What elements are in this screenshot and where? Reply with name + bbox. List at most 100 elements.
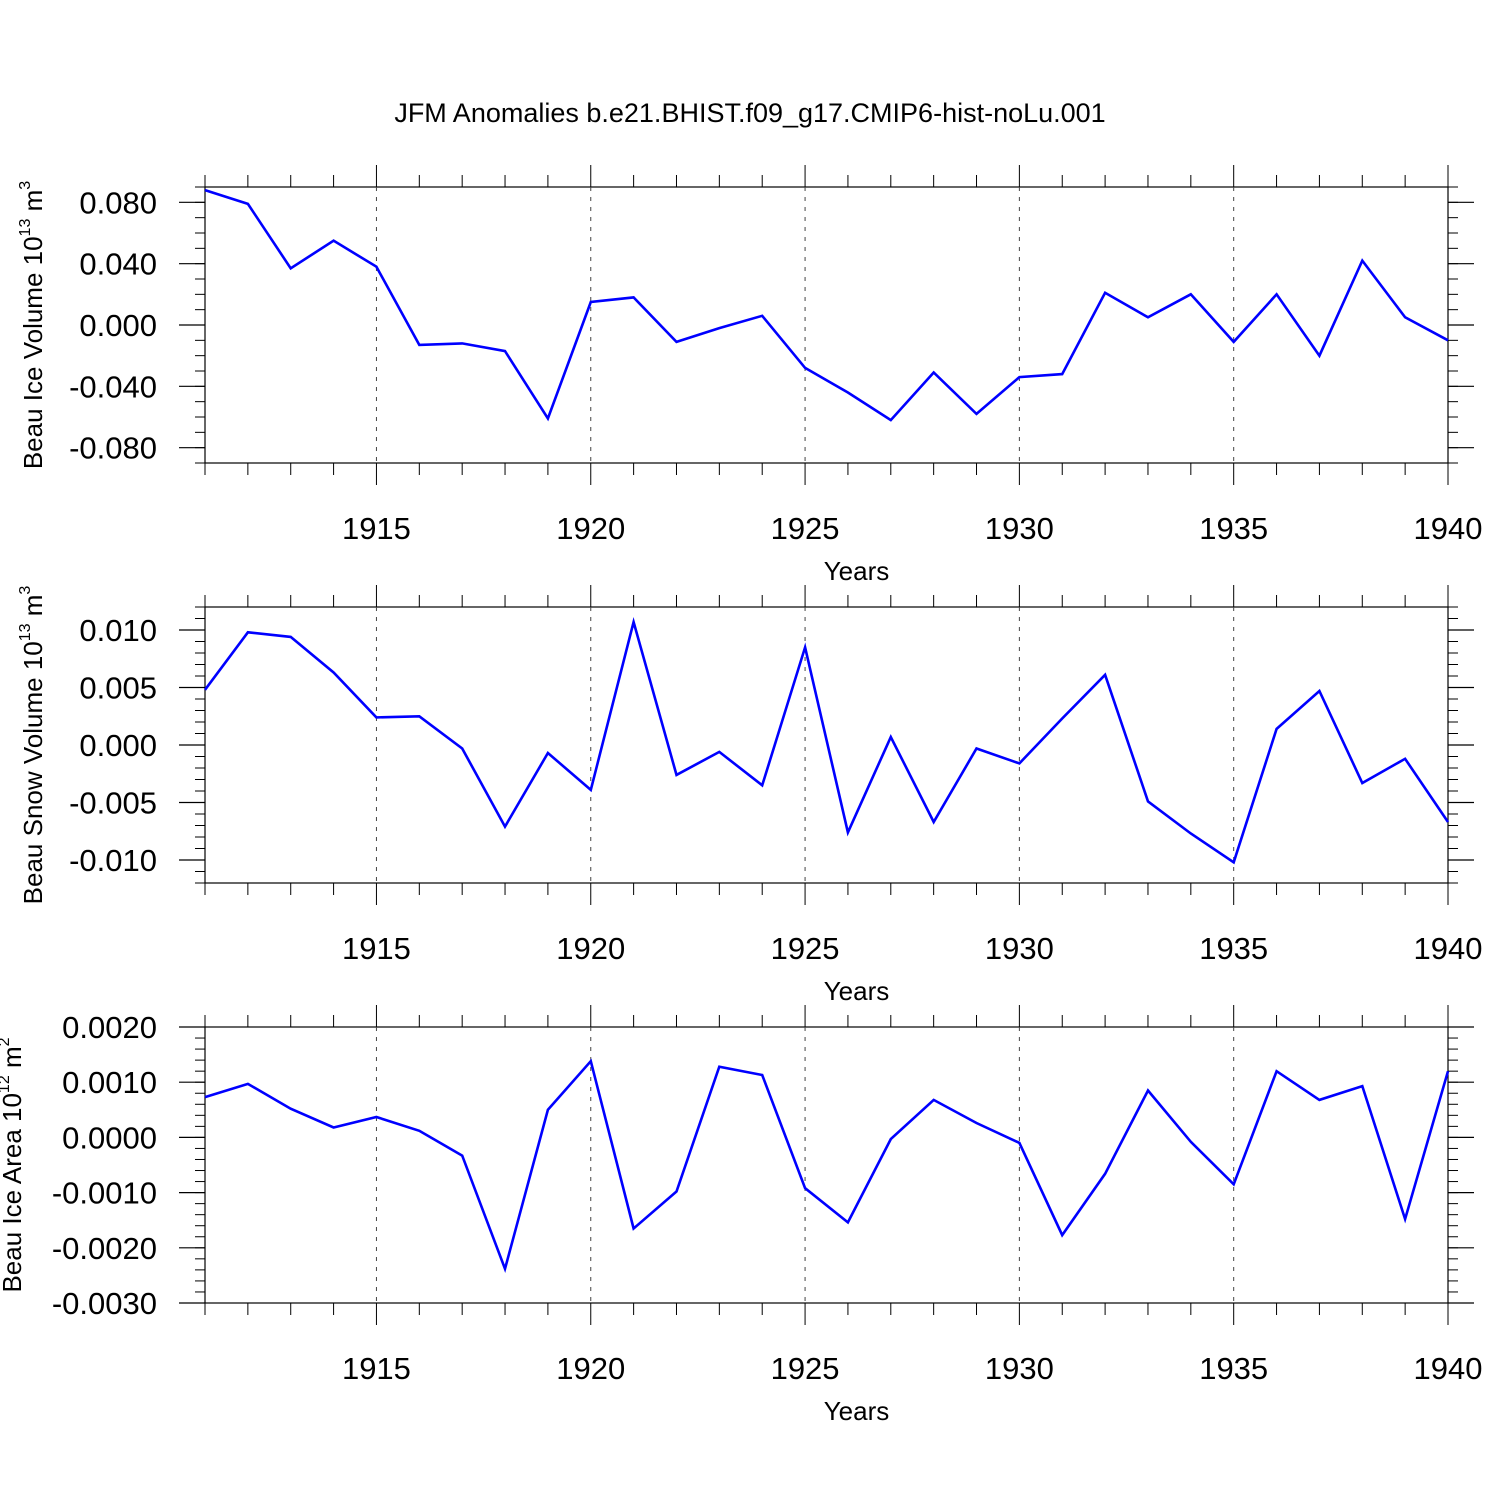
plot-frame: [204, 1026, 1449, 1304]
data-point: [846, 390, 850, 394]
y-tick-label: -0.010: [69, 843, 157, 878]
data-point: [1189, 292, 1193, 296]
data-point: [632, 620, 636, 624]
x-tick-label: 1935: [1199, 1351, 1268, 1386]
chart-panel-3: 0.0020 0.0010 0.0000 -0.0010 -0.0020 -0.0030 1…: [0, 1005, 1482, 1426]
data-point: [589, 300, 593, 304]
data-point: [717, 750, 721, 754]
data-point: [1360, 781, 1364, 785]
data-point: [332, 671, 336, 675]
data-point: [289, 1107, 293, 1111]
data-point: [760, 314, 764, 318]
x-tick-label: 1930: [985, 1351, 1054, 1386]
data-point: [1275, 1069, 1279, 1073]
data-point: [246, 630, 250, 634]
data-point: [374, 715, 378, 719]
x-tick-label: 1930: [985, 931, 1054, 966]
data-point: [674, 1189, 678, 1193]
data-point: [1275, 727, 1279, 731]
x-tick-label: 1940: [1414, 931, 1483, 966]
data-point: [289, 266, 293, 270]
data-point: [674, 340, 678, 344]
data-point: [1146, 1088, 1150, 1092]
data-point: [546, 751, 550, 755]
chart-panel-2: 0.010 0.005 0.000 -0.005 -0.010 1915 1920 1925 1…: [17, 585, 1482, 1006]
y-tick-label: 0.0000: [62, 1120, 157, 1155]
data-point: [289, 635, 293, 639]
data-point: [460, 1154, 464, 1158]
data-point: [1446, 338, 1450, 342]
y-tick-label: 0.080: [79, 185, 157, 220]
plot-frame: [204, 186, 1449, 464]
y-axis-title: Beau Ice Volume 1013 m3: [17, 181, 48, 469]
y-tick-label: 0.005: [79, 671, 157, 706]
data-point: [503, 1267, 507, 1271]
data-point: [889, 418, 893, 422]
data-point: [1146, 315, 1150, 319]
data-point: [632, 1226, 636, 1230]
series-line: [204, 188, 1449, 422]
chart-panel-1: 0.080 0.040 0.000 -0.040 -0.080 1915 1920 1925 1…: [17, 165, 1482, 586]
x-tick-label: 1920: [556, 1351, 625, 1386]
data-point: [203, 188, 207, 192]
data-point: [503, 825, 507, 829]
series-line: [203, 616, 1450, 865]
data-point: [1146, 799, 1150, 803]
data-point: [1103, 673, 1107, 677]
data-point: [846, 830, 850, 834]
data-point: [889, 735, 893, 739]
data-point: [417, 714, 421, 718]
data-point: [975, 1121, 979, 1125]
x-tick-label: 1920: [556, 931, 625, 966]
data-point: [932, 820, 936, 824]
data-point: [374, 265, 378, 269]
data-point: [374, 1115, 378, 1119]
data-point: [1189, 1140, 1193, 1144]
data-point: [546, 417, 550, 421]
x-tick-label: 1930: [985, 511, 1054, 546]
data-point: [1360, 1084, 1364, 1088]
x-tick-label: 1920: [556, 511, 625, 546]
data-point: [1103, 1172, 1107, 1176]
data-point: [546, 1108, 550, 1112]
y-tick-label: -0.0030: [52, 1286, 157, 1321]
y-axis-title: Beau Ice Area 1012 m2: [0, 1037, 27, 1292]
data-point: [246, 202, 250, 206]
x-tick-label: 1915: [342, 511, 411, 546]
data-point: [332, 1125, 336, 1129]
data-point: [632, 295, 636, 299]
data-point: [1232, 860, 1236, 864]
x-tick-label: 1915: [342, 1351, 411, 1386]
data-point: [203, 688, 207, 692]
data-point: [417, 343, 421, 347]
data-point: [1403, 1217, 1407, 1221]
data-point: [889, 1137, 893, 1141]
data-point: [1232, 340, 1236, 344]
y-axis-title: Beau Snow Volume 1013 m3: [17, 586, 48, 905]
data-point: [460, 341, 464, 345]
data-point: [846, 1220, 850, 1224]
data-point: [1232, 1182, 1236, 1186]
data-point: [1403, 757, 1407, 761]
x-tick-label: 1935: [1199, 931, 1268, 966]
y-tick-label: 0.040: [79, 247, 157, 282]
y-tick-label: -0.005: [69, 786, 157, 821]
y-tick-label: 0.010: [79, 613, 157, 648]
data-point: [803, 1186, 807, 1190]
x-tick-label: 1925: [771, 1351, 840, 1386]
data-point: [1275, 292, 1279, 296]
x-axis-title: Years: [824, 556, 890, 586]
data-point: [1446, 1069, 1450, 1073]
data-point: [589, 788, 593, 792]
data-point: [674, 773, 678, 777]
x-tick-label: 1915: [342, 931, 411, 966]
x-tick-label: 1935: [1199, 511, 1268, 546]
data-point: [589, 1059, 593, 1063]
data-point: [932, 371, 936, 375]
data-point: [760, 1073, 764, 1077]
series-line: [204, 1058, 1450, 1274]
x-tick-label: 1940: [1414, 1351, 1483, 1386]
data-point: [975, 746, 979, 750]
y-tick-label: 0.000: [79, 728, 157, 763]
